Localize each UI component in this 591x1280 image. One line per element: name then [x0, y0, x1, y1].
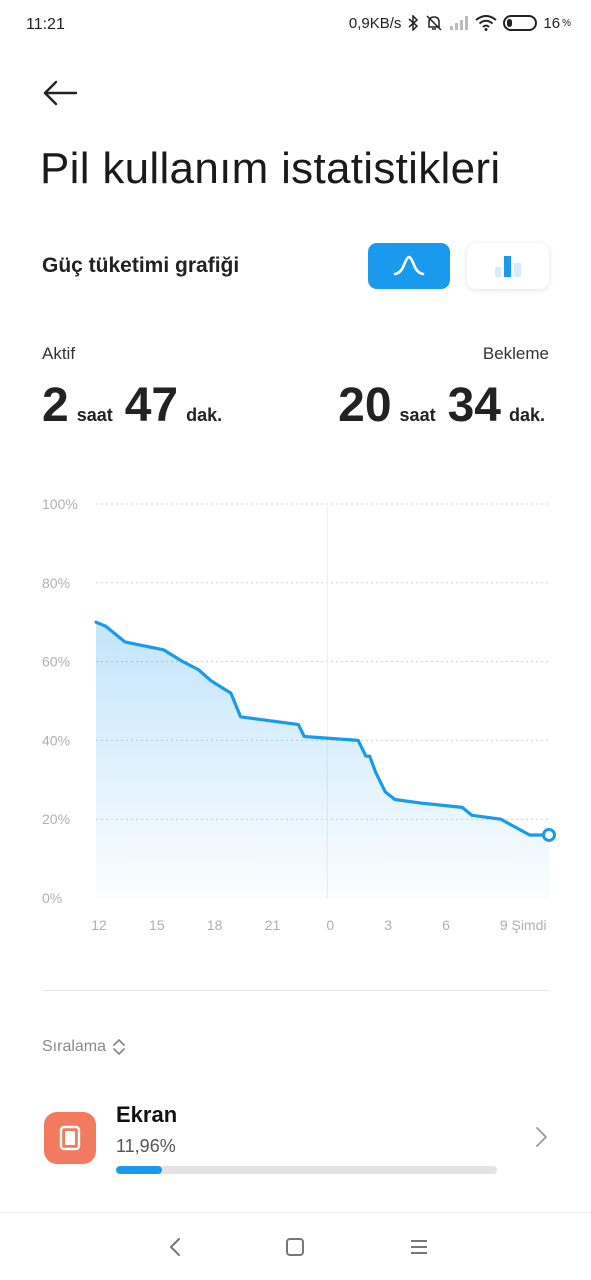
bluetooth-icon — [407, 15, 419, 31]
standby-hours: 20 — [338, 379, 392, 432]
active-label: Aktif — [42, 344, 76, 363]
y-tick-label: 60% — [42, 654, 70, 670]
curve-icon — [393, 255, 425, 276]
home-nav-icon[interactable] — [280, 1235, 310, 1259]
active-hours: 2 — [42, 379, 69, 432]
y-tick-label: 100% — [42, 496, 78, 512]
battery-level: 16 — [543, 14, 561, 32]
line-chart-toggle[interactable] — [368, 243, 450, 289]
current-level-point — [542, 827, 556, 842]
status-icons: 0,9KB/s 16 % — [349, 14, 571, 32]
usage-progress-fill — [116, 1166, 162, 1174]
y-tick-label: 20% — [42, 811, 70, 827]
x-tick-label: 6 — [442, 917, 450, 933]
x-tick-label: 9 — [500, 917, 508, 933]
status-bar: 11:21 0,9KB/s 16 % — [0, 0, 591, 50]
bar-chart-toggle[interactable] — [467, 243, 549, 289]
x-tick-label: Şimdi — [511, 917, 546, 933]
arrow-left-icon — [43, 80, 78, 106]
battery-unit: % — [562, 17, 571, 29]
back-nav-icon[interactable] — [160, 1235, 190, 1259]
active-hours-unit: saat — [76, 405, 113, 425]
chevron-right-icon — [536, 1127, 547, 1147]
y-tick-label: 40% — [42, 732, 70, 748]
active-minutes-unit: dak. — [186, 405, 223, 425]
page-title: Pil kullanım istatistikleri — [40, 144, 501, 193]
back-button[interactable] — [40, 76, 80, 110]
sort-chevrons-icon — [113, 1039, 125, 1055]
usage-item-percent: 11,96% — [116, 1136, 176, 1156]
battery-icon — [503, 15, 538, 31]
usage-progress-bar — [116, 1166, 497, 1174]
standby-duration: 20 saat 34 dak. — [338, 378, 549, 433]
system-nav-bar — [0, 1212, 591, 1280]
status-time: 11:21 — [26, 16, 65, 33]
y-tick-label: 80% — [42, 575, 70, 591]
net-speed: 0,9KB/s — [348, 14, 402, 32]
standby-label: Bekleme — [482, 344, 549, 363]
signal-icon — [449, 15, 469, 31]
menu-nav-icon[interactable] — [404, 1235, 434, 1259]
wifi-icon — [475, 15, 498, 31]
standby-minutes-unit: dak. — [508, 405, 545, 425]
sort-label: Sıralama — [42, 1038, 107, 1055]
active-duration: 2 saat 47 dak. — [42, 378, 226, 433]
section-divider — [42, 990, 549, 991]
usage-item-name: Ekran — [116, 1102, 178, 1127]
x-tick-label: 18 — [207, 917, 223, 933]
x-tick-label: 15 — [149, 917, 165, 933]
standby-hours-unit: saat — [399, 405, 436, 425]
battery-usage-chart: 100% 80% 60% 40% 20% 0% 12 15 18 21 0 3 6 9 Şimdi — [42, 496, 556, 933]
battery-level-line — [94, 620, 551, 837]
mute-bell-icon — [425, 14, 443, 32]
graph-section-title: Güç tüketimi grafiği — [42, 254, 240, 277]
usage-item-screen[interactable]: Ekran 11,96% — [0, 1088, 591, 1192]
x-tick-label: 21 — [265, 917, 281, 933]
x-tick-label: 12 — [91, 917, 107, 933]
y-tick-label: 0% — [42, 890, 62, 906]
x-tick-label: 3 — [384, 917, 392, 933]
standby-minutes: 34 — [447, 379, 501, 432]
screen-icon — [44, 1112, 96, 1164]
x-tick-label: 0 — [326, 917, 334, 933]
sort-button[interactable]: Sıralama — [42, 1038, 126, 1056]
active-minutes: 47 — [124, 379, 179, 432]
bar-chart-icon — [495, 256, 521, 277]
usage-area — [96, 622, 549, 898]
